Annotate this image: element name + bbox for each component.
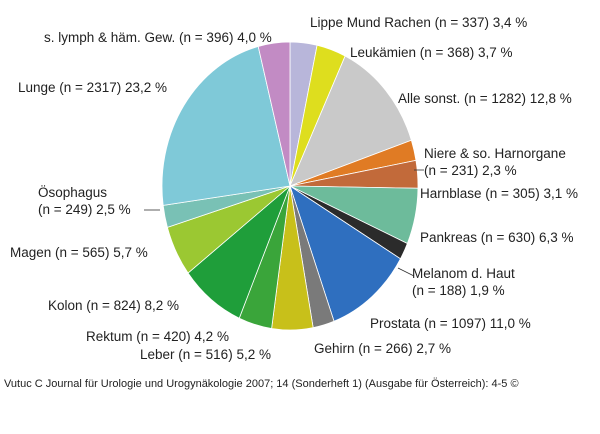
slice-label: Gehirn (n = 266) 2,7 % bbox=[314, 341, 451, 356]
slice-label: Leber (n = 516) 5,2 % bbox=[140, 347, 271, 362]
leader-lines bbox=[144, 169, 424, 277]
slice-label: Alle sonst. (n = 1282) 12,8 % bbox=[398, 91, 572, 106]
pie-slice-alle-sonst- bbox=[289, 55, 412, 187]
pie-slice-lunge bbox=[161, 46, 291, 206]
slice-label: Niere & so. Harnorgane (n = 231) 2,3 % bbox=[424, 146, 566, 178]
slice-label: Melanom d. Haut (n = 188) 1,9 % bbox=[412, 266, 515, 298]
slice-label: Lunge (n = 2317) 23,2 % bbox=[18, 80, 167, 95]
slice-label: Prostata (n = 1097) 11,0 % bbox=[370, 316, 531, 331]
slice-label: Kolon (n = 824) 8,2 % bbox=[48, 298, 179, 313]
slice-label: Lippe Mund Rachen (n = 337) 3,4 % bbox=[310, 15, 527, 30]
pie-slice-prostata bbox=[289, 185, 401, 322]
pie-slice-s-lymph-häm-gew- bbox=[257, 41, 291, 187]
pie-slices bbox=[161, 41, 419, 331]
slice-label: Rektum (n = 420) 4,2 % bbox=[86, 329, 229, 344]
slice-label: Pankreas (n = 630) 6,3 % bbox=[420, 230, 573, 245]
leader-line bbox=[397, 267, 415, 277]
slice-label: Magen (n = 565) 5,7 % bbox=[10, 245, 148, 260]
slice-label: Leukämien (n = 368) 3,7 % bbox=[350, 45, 512, 60]
source-caption: Vutuc C Journal für Urologie und Urogynä… bbox=[4, 378, 519, 390]
slice-labels: Lippe Mund Rachen (n = 337) 3,4 % Leukämi… bbox=[10, 15, 578, 362]
slice-label: Ösophagus (n = 249) 2,5 % bbox=[38, 185, 131, 217]
slice-label: s. lymph & häm. Gew. (n = 396) 4,0 % bbox=[44, 30, 272, 45]
slice-label: Harnblase (n = 305) 3,1 % bbox=[420, 186, 578, 201]
